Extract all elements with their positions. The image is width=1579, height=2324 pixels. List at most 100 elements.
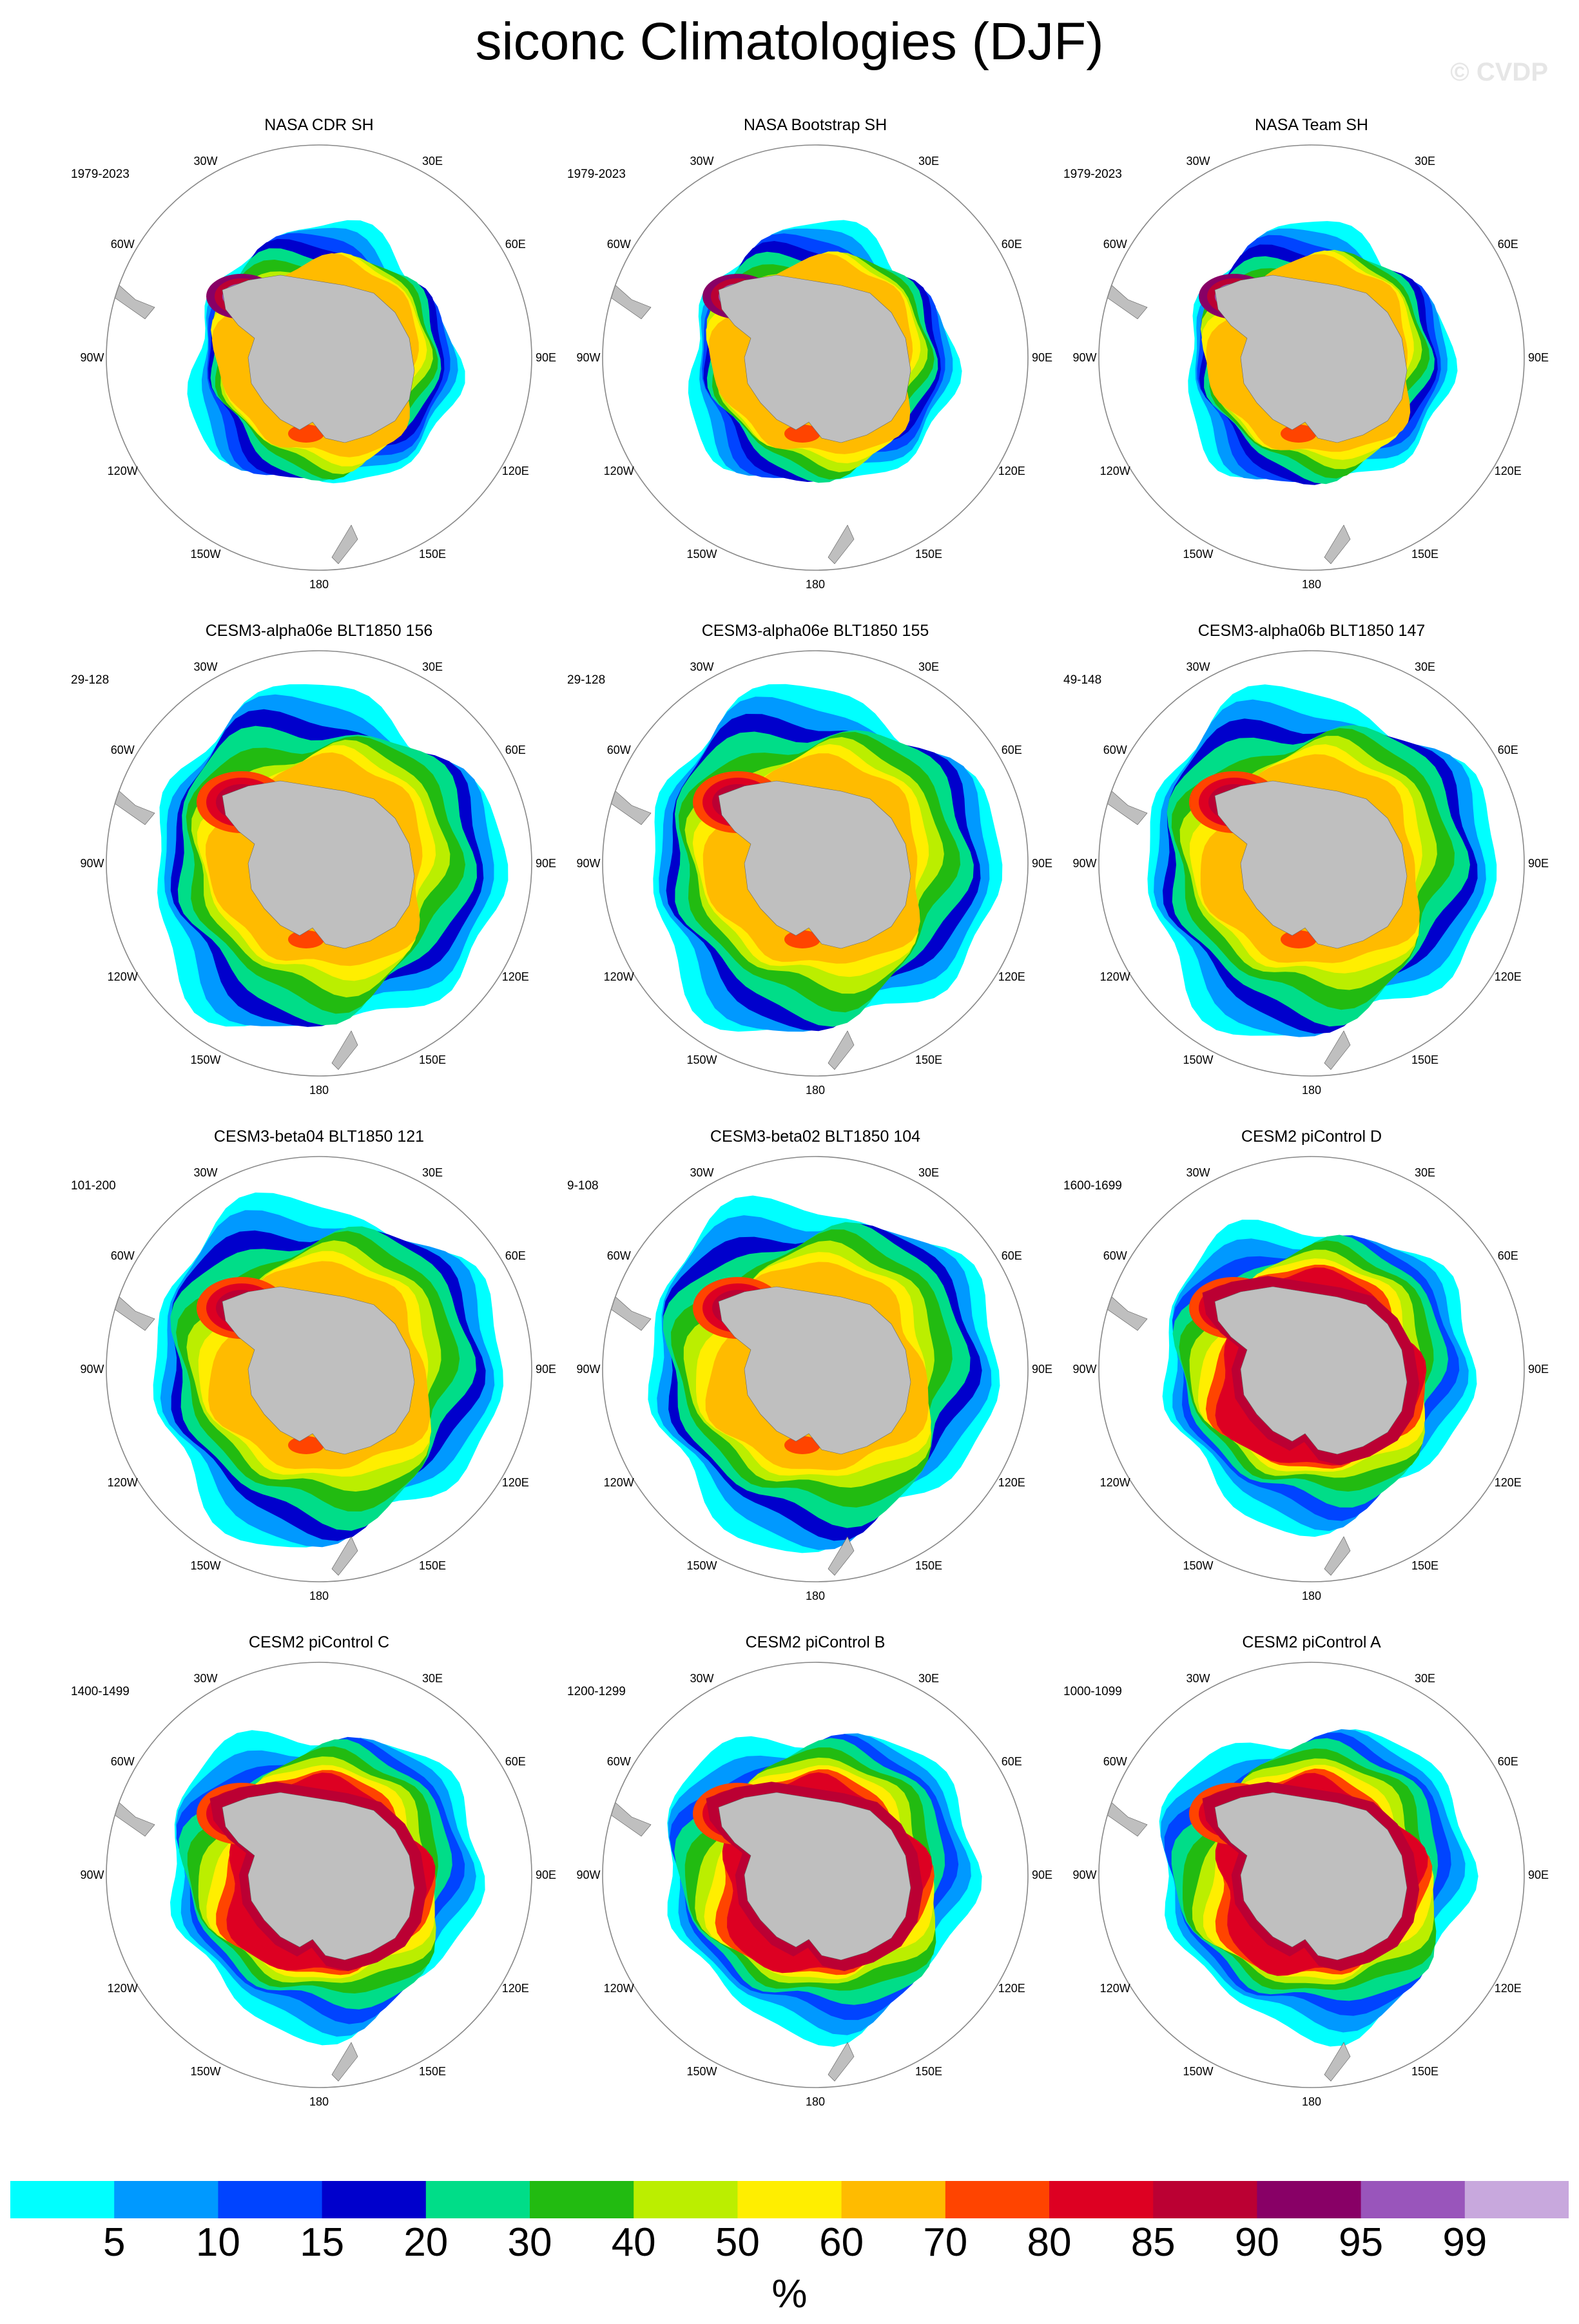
longitude-label: 120E — [998, 1982, 1025, 1995]
panel-title: NASA Bootstrap SH — [743, 116, 887, 134]
longitude-label: 120E — [1495, 1476, 1522, 1489]
longitude-label: 150W — [686, 2065, 717, 2078]
longitude-label: 60E — [1498, 1755, 1518, 1768]
panel-period: 1200-1299 — [567, 1685, 626, 1698]
colorbar-tick-label: 60 — [819, 2220, 864, 2265]
longitude-label: 150W — [1183, 2065, 1213, 2078]
longitude-label: 90W — [576, 1363, 600, 1376]
longitude-label: 60E — [505, 1755, 526, 1768]
longitude-label: 30W — [1186, 1672, 1210, 1685]
longitude-label: 120W — [1100, 1476, 1130, 1489]
longitude-label: 180 — [1302, 2095, 1321, 2108]
longitude-label: 60W — [1103, 1755, 1127, 1768]
longitude-label: 30E — [422, 660, 443, 673]
map-panel: NASA Team SH1979-2023030E60E90E120E150E1… — [1063, 116, 1560, 619]
new-zealand-land — [331, 2042, 358, 2082]
panel-title: CESM3-beta04 BLT1850 121 — [213, 1128, 425, 1146]
longitude-label: 90E — [1032, 1868, 1052, 1881]
colorbar-swatch — [1049, 2181, 1154, 2218]
colorbar-tick-labels: 5 10 15 20 30 40 50 60 70 80 85 90 95 99 — [0, 2220, 1579, 2271]
map-boundary — [1098, 1156, 1525, 1582]
panel-period: 49-148 — [1063, 673, 1102, 687]
antarctica-land — [718, 274, 911, 443]
panel-title: CESM2 piControl B — [745, 1633, 886, 1651]
sea-ice-field — [1099, 684, 1497, 1070]
panel-title: NASA CDR SH — [264, 116, 374, 134]
map-panel: CESM2 piControl A1000-1099030E60E90E120E… — [1063, 1633, 1560, 2136]
sea-ice-field — [106, 1192, 504, 1576]
antarctica-land — [718, 780, 911, 949]
longitude-label: 90W — [576, 1868, 600, 1881]
longitude-label: 90W — [80, 1868, 104, 1881]
longitude-label: 30E — [422, 1672, 443, 1685]
new-zealand-land — [1324, 1536, 1351, 1576]
longitude-label: 30W — [690, 1672, 713, 1685]
new-zealand-land — [331, 1536, 358, 1576]
longitude-label: 60E — [505, 1249, 526, 1262]
colorbar-tick-label: 90 — [1234, 2220, 1279, 2265]
colorbar-swatch — [530, 2181, 634, 2218]
longitude-label: 180 — [309, 578, 329, 591]
longitude-label: 90W — [1072, 857, 1096, 870]
south-america-land — [106, 1791, 155, 1837]
south-america-land — [603, 1791, 652, 1837]
new-zealand-land — [828, 2042, 855, 2082]
new-zealand-land — [828, 1536, 855, 1576]
longitude-label: 150E — [1411, 1559, 1439, 1572]
longitude-label: 90W — [1072, 1868, 1096, 1881]
south-america-land — [603, 779, 652, 825]
longitude-label: 30W — [690, 1166, 713, 1179]
longitude-label: 30W — [193, 1166, 217, 1179]
colorbar-swatch — [945, 2181, 1050, 2218]
colorbar-tick-label: 40 — [611, 2220, 656, 2265]
longitude-label: 60W — [111, 238, 135, 251]
longitude-label: 150W — [686, 1559, 717, 1572]
longitude-label: 60W — [607, 1755, 631, 1768]
longitude-label: 30W — [193, 660, 217, 673]
longitude-label: 120E — [1495, 970, 1522, 983]
longitude-label: 180 — [1302, 578, 1321, 591]
longitude-label: 150W — [686, 1053, 717, 1066]
longitude-label: 60W — [607, 1249, 631, 1262]
longitude-label: 150E — [1411, 1053, 1439, 1066]
sea-ice-field — [603, 1733, 982, 2082]
colorbar-tick-label: 80 — [1027, 2220, 1072, 2265]
longitude-label: 30W — [193, 155, 217, 168]
sea-ice-field — [1099, 1729, 1478, 2082]
new-zealand-land — [828, 524, 855, 564]
panel-title: CESM2 piControl D — [1241, 1128, 1382, 1146]
longitude-label: 90E — [1528, 1363, 1549, 1376]
antarctica-land — [718, 1286, 911, 1455]
colorbar-swatch — [841, 2181, 946, 2218]
longitude-label: 150W — [190, 548, 220, 561]
longitude-label: 60W — [607, 744, 631, 756]
panel-period: 1400-1499 — [71, 1685, 130, 1698]
map-panel: CESM2 piControl C1400-1499030E60E90E120E… — [71, 1633, 567, 2136]
antarctica-land — [222, 1286, 415, 1455]
panel-period: 1979-2023 — [567, 168, 626, 181]
longitude-label: 30E — [1415, 660, 1435, 673]
longitude-label: 120E — [502, 970, 529, 983]
panel-title: CESM3-alpha06e BLT1850 155 — [701, 622, 929, 640]
longitude-label: 150W — [1183, 1053, 1213, 1066]
longitude-label: 120W — [1100, 1982, 1130, 1995]
new-zealand-land — [1324, 2042, 1351, 2082]
map-boundary — [1098, 1662, 1525, 2088]
map-boundary — [106, 144, 532, 571]
longitude-label: 150W — [686, 548, 717, 561]
colorbar-tick-label: 20 — [403, 2220, 449, 2265]
longitude-label: 120E — [998, 1476, 1025, 1489]
colorbar-tick-label: 10 — [195, 2220, 240, 2265]
colorbar-swatch — [634, 2181, 738, 2218]
map-boundary — [602, 1156, 1029, 1582]
colorbar-units: % — [771, 2272, 808, 2316]
longitude-label: 180 — [309, 1084, 329, 1097]
panel-title: CESM2 piControl C — [248, 1633, 390, 1651]
ice-patch-ross — [1281, 425, 1317, 443]
